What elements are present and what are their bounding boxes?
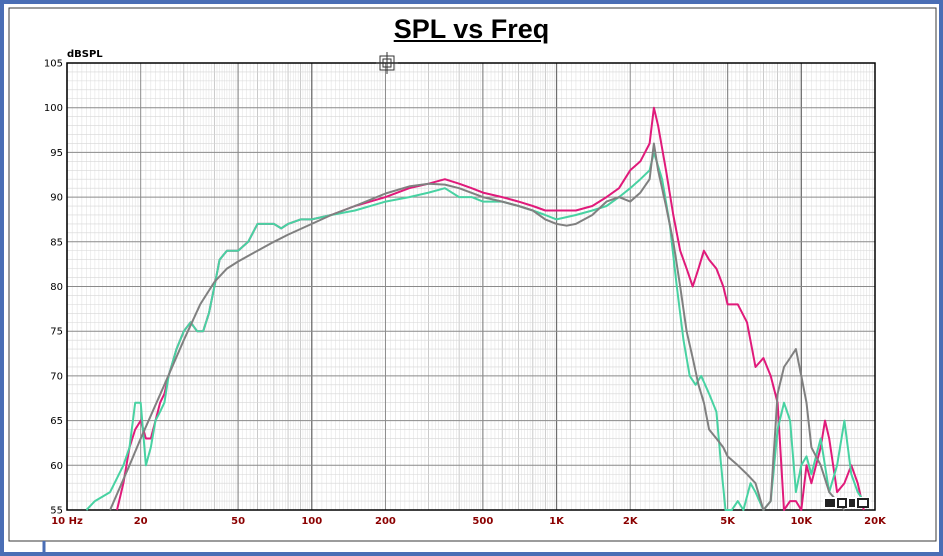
y-tick-label: 100 [44, 103, 63, 114]
y-tick-labels: 55 60 65 70 75 80 85 90 95 100 105 [44, 59, 63, 517]
y-tick-label: 65 [50, 416, 63, 427]
y-tick-label: 95 [50, 148, 63, 159]
software-logo-icon [823, 497, 871, 508]
x-tick-label: 50 [231, 516, 245, 527]
y-tick-label: 80 [50, 282, 63, 293]
x-tick-label: 500 [472, 516, 493, 527]
x-tick-label: 20 [134, 516, 148, 527]
y-tick-label: 90 [50, 193, 63, 204]
series-group [85, 106, 865, 511]
chart-title: SPL vs Freq [393, 14, 550, 44]
plot-border [66, 62, 876, 511]
y-tick-label: 60 [50, 461, 63, 472]
x-tick-label: 10K [790, 516, 813, 527]
x-tick-label: 200 [375, 516, 396, 527]
y-tick-label: 75 [50, 327, 63, 338]
x-tick-label: 10 Hz [51, 516, 83, 527]
x-tick-label: 100 [301, 516, 322, 527]
y-tick-label: 85 [50, 237, 63, 248]
x-tick-label: 5K [720, 516, 736, 527]
x-tick-label: 20K [864, 516, 887, 527]
x-tick-label: 1K [549, 516, 565, 527]
y-tick-label: 105 [44, 59, 63, 70]
x-tick-label: 2K [623, 516, 639, 527]
y-tick-label: 70 [50, 371, 63, 382]
y-tick-label: 55 [50, 506, 63, 517]
y-axis-label: dBSPL [67, 49, 103, 60]
cursor-crosshair-icon[interactable] [376, 52, 398, 74]
x-tick-labels: 10 Hz 20 50 100 200 500 1K 2K 5K 10K 20K [51, 516, 887, 527]
series-line-3 [109, 142, 846, 511]
